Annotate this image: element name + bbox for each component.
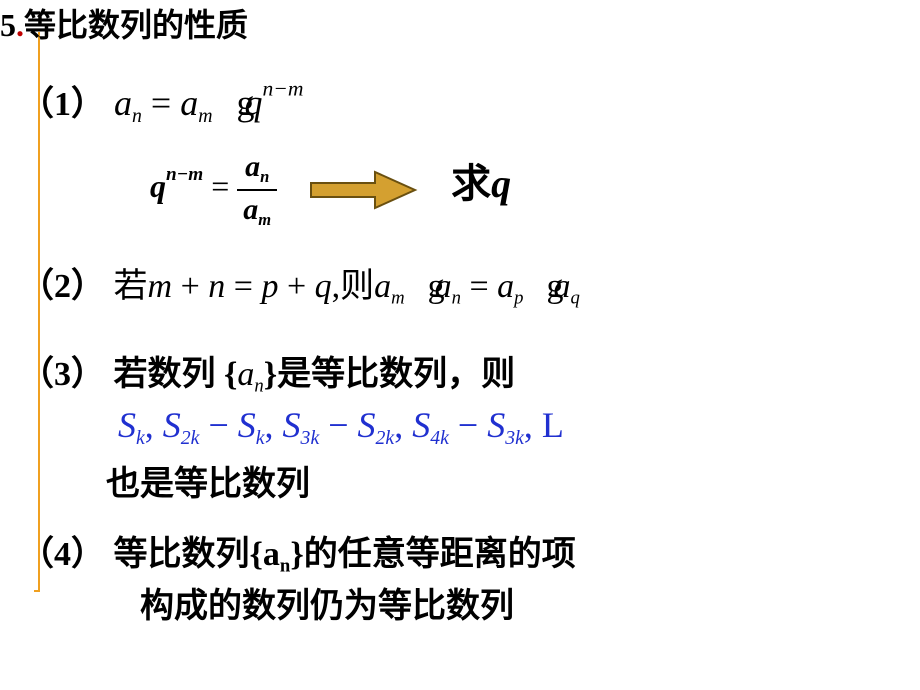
m1: − <box>199 405 237 445</box>
S3k: k <box>256 427 265 449</box>
var-q: q <box>245 83 263 123</box>
aq: a <box>554 268 571 305</box>
an-s: n <box>452 288 461 309</box>
result-text: 求 <box>451 161 491 206</box>
c4: , <box>524 405 542 445</box>
m2: − <box>319 405 357 445</box>
arrow-icon <box>309 168 419 212</box>
S7: S <box>487 405 505 445</box>
fraction: an am <box>237 150 277 230</box>
p4-t1: 等比数列{a <box>114 536 280 573</box>
var-q2: q <box>150 168 166 204</box>
S3: S <box>238 405 256 445</box>
p3-n: n <box>254 376 263 397</box>
label-2: （2） <box>20 268 105 305</box>
exp-nm2: n−m <box>166 164 203 185</box>
frac-num-a: a <box>245 150 260 183</box>
property-3: （3） 若数列 {an}是等比数列，则 <box>20 346 515 398</box>
p3-t3: 也是等比数列 <box>106 466 310 503</box>
property-3-seq: Sk, S2k − Sk, S3k − S2k, S4k − S3k, L <box>118 404 564 450</box>
ze: ,则 <box>332 268 375 305</box>
p3-a: a <box>237 356 254 393</box>
var-a: a <box>114 83 132 123</box>
eq-sign2: = <box>211 168 237 204</box>
m3: − <box>449 405 487 445</box>
var-p: p <box>261 268 278 305</box>
eq4: = <box>469 268 497 305</box>
slide-title: 5.等比数列的性质 <box>0 0 248 46</box>
am: a <box>374 268 391 305</box>
S1: S <box>118 405 136 445</box>
S4: S <box>283 405 301 445</box>
sub-m: m <box>198 105 212 127</box>
frac-den-m: m <box>258 210 271 229</box>
S6: S <box>412 405 430 445</box>
property-1b: qn−m = an am 求q <box>150 150 511 230</box>
frac-den-a: a <box>243 193 258 226</box>
an: a <box>435 268 452 305</box>
S6k: 4k <box>430 427 449 449</box>
S7k: 3k <box>505 427 524 449</box>
p4-t2: }的任意等距离的项 <box>290 536 575 573</box>
S5k: 2k <box>376 427 395 449</box>
p3-t2: }是等比数列，则 <box>264 356 515 393</box>
plus2: + <box>278 268 314 305</box>
c3: , <box>394 405 412 445</box>
frac-num-n: n <box>260 167 269 186</box>
property-4: （4） 等比数列{an}的任意等距离的项 <box>20 526 576 578</box>
exp-nm: n−m <box>263 77 304 101</box>
var-n: n <box>208 268 225 305</box>
ap-s: p <box>514 288 523 309</box>
var-q3: q <box>315 268 332 305</box>
am-s: m <box>391 288 405 309</box>
arrow-shape <box>311 172 415 208</box>
aq-s: q <box>571 288 580 309</box>
p4-t3: 构成的数列仍为等比数列 <box>140 588 514 625</box>
label-4: （4） <box>20 536 105 573</box>
p4-n: n <box>280 556 290 577</box>
property-3-tail: 也是等比数列 <box>106 456 310 505</box>
p3-t1: 若数列 { <box>114 356 238 393</box>
S4k: 3k <box>301 427 320 449</box>
title-text: 等比数列的性质 <box>24 7 248 43</box>
c2: , <box>265 405 283 445</box>
S1k: k <box>136 427 145 449</box>
c1: , <box>145 405 163 445</box>
ap: a <box>497 268 514 305</box>
eq-sign: = <box>151 83 180 123</box>
label-3: （3） <box>20 356 105 393</box>
title-number: 5 <box>0 7 16 43</box>
plus1: + <box>172 268 208 305</box>
S2k: 2k <box>181 427 200 449</box>
ruo: 若 <box>114 268 148 305</box>
eq3: = <box>225 268 261 305</box>
sub-n: n <box>132 105 142 127</box>
title-dot: . <box>16 7 24 43</box>
var-a2: a <box>180 83 198 123</box>
property-2: （2） 若m + n = p + q,则am gan = ap gaq <box>20 258 580 310</box>
var-m: m <box>148 268 173 305</box>
property-4-line2: 构成的数列仍为等比数列 <box>140 578 514 627</box>
S5: S <box>358 405 376 445</box>
property-1: （1） an = am gqn−m <box>20 76 303 128</box>
result-q: q <box>491 161 511 206</box>
L: L <box>542 405 564 445</box>
S2: S <box>163 405 181 445</box>
label-1: （1） <box>20 86 105 123</box>
